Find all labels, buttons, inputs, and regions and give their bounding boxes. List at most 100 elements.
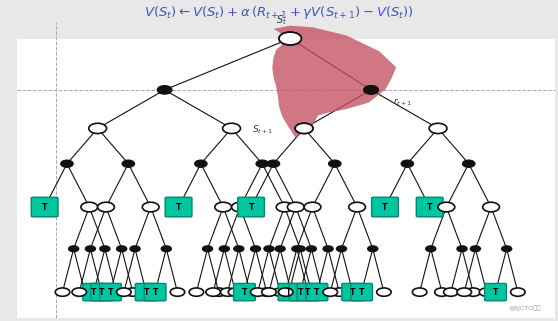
Circle shape — [276, 202, 293, 212]
Text: T: T — [152, 288, 158, 297]
Text: T: T — [248, 203, 254, 212]
Circle shape — [295, 123, 313, 134]
Circle shape — [122, 160, 134, 167]
Text: T: T — [297, 288, 303, 297]
FancyBboxPatch shape — [90, 283, 112, 301]
Text: T: T — [314, 288, 320, 297]
Circle shape — [279, 32, 301, 45]
FancyBboxPatch shape — [372, 197, 398, 217]
Text: T: T — [99, 288, 104, 297]
Text: $r_{t+1}$: $r_{t+1}$ — [393, 96, 413, 108]
Circle shape — [479, 288, 494, 296]
Circle shape — [279, 32, 301, 45]
Circle shape — [364, 86, 378, 94]
Circle shape — [251, 246, 261, 252]
Circle shape — [126, 288, 140, 296]
Circle shape — [189, 288, 204, 296]
Circle shape — [278, 288, 293, 296]
Circle shape — [61, 160, 73, 167]
Circle shape — [220, 288, 235, 296]
Text: @5JCTO博客: @5JCTO博客 — [509, 306, 541, 311]
FancyBboxPatch shape — [290, 283, 311, 301]
Text: T: T — [143, 288, 149, 297]
Circle shape — [323, 288, 338, 296]
Text: T: T — [286, 288, 292, 297]
FancyBboxPatch shape — [135, 283, 157, 301]
Text: $S_{t+1}$: $S_{t+1}$ — [252, 124, 273, 136]
Circle shape — [284, 288, 299, 296]
Circle shape — [206, 288, 220, 296]
Circle shape — [69, 246, 79, 252]
Circle shape — [287, 202, 304, 212]
Circle shape — [470, 246, 480, 252]
Circle shape — [142, 202, 159, 212]
Circle shape — [412, 288, 427, 296]
Circle shape — [234, 246, 244, 252]
Circle shape — [457, 288, 472, 296]
Circle shape — [262, 288, 276, 296]
Text: T: T — [427, 203, 432, 212]
Circle shape — [429, 123, 447, 134]
Circle shape — [438, 202, 455, 212]
Circle shape — [85, 246, 95, 252]
FancyBboxPatch shape — [144, 283, 166, 301]
Circle shape — [457, 246, 467, 252]
FancyBboxPatch shape — [351, 283, 373, 301]
Circle shape — [89, 123, 107, 134]
Text: T: T — [305, 288, 311, 297]
Circle shape — [295, 246, 305, 252]
Circle shape — [109, 288, 123, 296]
Circle shape — [215, 202, 232, 212]
Text: T: T — [493, 288, 498, 297]
Circle shape — [304, 288, 319, 296]
FancyBboxPatch shape — [278, 283, 300, 301]
Circle shape — [78, 288, 92, 296]
FancyBboxPatch shape — [83, 283, 105, 301]
Circle shape — [295, 123, 313, 134]
Circle shape — [401, 160, 413, 167]
Circle shape — [435, 288, 449, 296]
Circle shape — [117, 246, 127, 252]
Text: T: T — [91, 288, 97, 297]
Polygon shape — [272, 26, 396, 138]
Circle shape — [223, 123, 240, 134]
Circle shape — [170, 288, 185, 296]
Circle shape — [72, 288, 86, 296]
Circle shape — [426, 246, 436, 252]
Circle shape — [161, 246, 171, 252]
Circle shape — [267, 160, 280, 167]
Circle shape — [117, 288, 131, 296]
Circle shape — [377, 288, 391, 296]
Circle shape — [81, 202, 98, 212]
Circle shape — [275, 246, 285, 252]
Circle shape — [251, 288, 265, 296]
Text: $V(S_t) \leftarrow V(S_t) + \alpha\,(R_{t+1} + \gamma V(S_{t+1}) - V(S_t))$: $V(S_t) \leftarrow V(S_t) + \alpha\,(R_{… — [144, 4, 414, 21]
Circle shape — [329, 160, 341, 167]
Text: T: T — [108, 288, 113, 297]
FancyBboxPatch shape — [165, 197, 192, 217]
Circle shape — [203, 246, 213, 252]
Text: T: T — [42, 203, 47, 212]
Circle shape — [306, 246, 316, 252]
Circle shape — [332, 288, 347, 296]
Circle shape — [304, 202, 321, 212]
Circle shape — [364, 86, 378, 94]
Circle shape — [211, 288, 226, 296]
Circle shape — [323, 246, 333, 252]
Text: T: T — [382, 203, 388, 212]
Text: T: T — [359, 288, 364, 297]
Text: T: T — [350, 288, 355, 297]
Circle shape — [315, 288, 330, 296]
Circle shape — [130, 246, 140, 252]
FancyBboxPatch shape — [31, 197, 58, 217]
Text: T: T — [176, 203, 181, 212]
Circle shape — [157, 86, 172, 94]
Circle shape — [264, 246, 274, 252]
Circle shape — [100, 246, 110, 252]
Circle shape — [502, 246, 512, 252]
Circle shape — [463, 160, 475, 167]
Circle shape — [511, 288, 525, 296]
Circle shape — [336, 246, 347, 252]
Circle shape — [232, 202, 248, 212]
Circle shape — [228, 288, 243, 296]
